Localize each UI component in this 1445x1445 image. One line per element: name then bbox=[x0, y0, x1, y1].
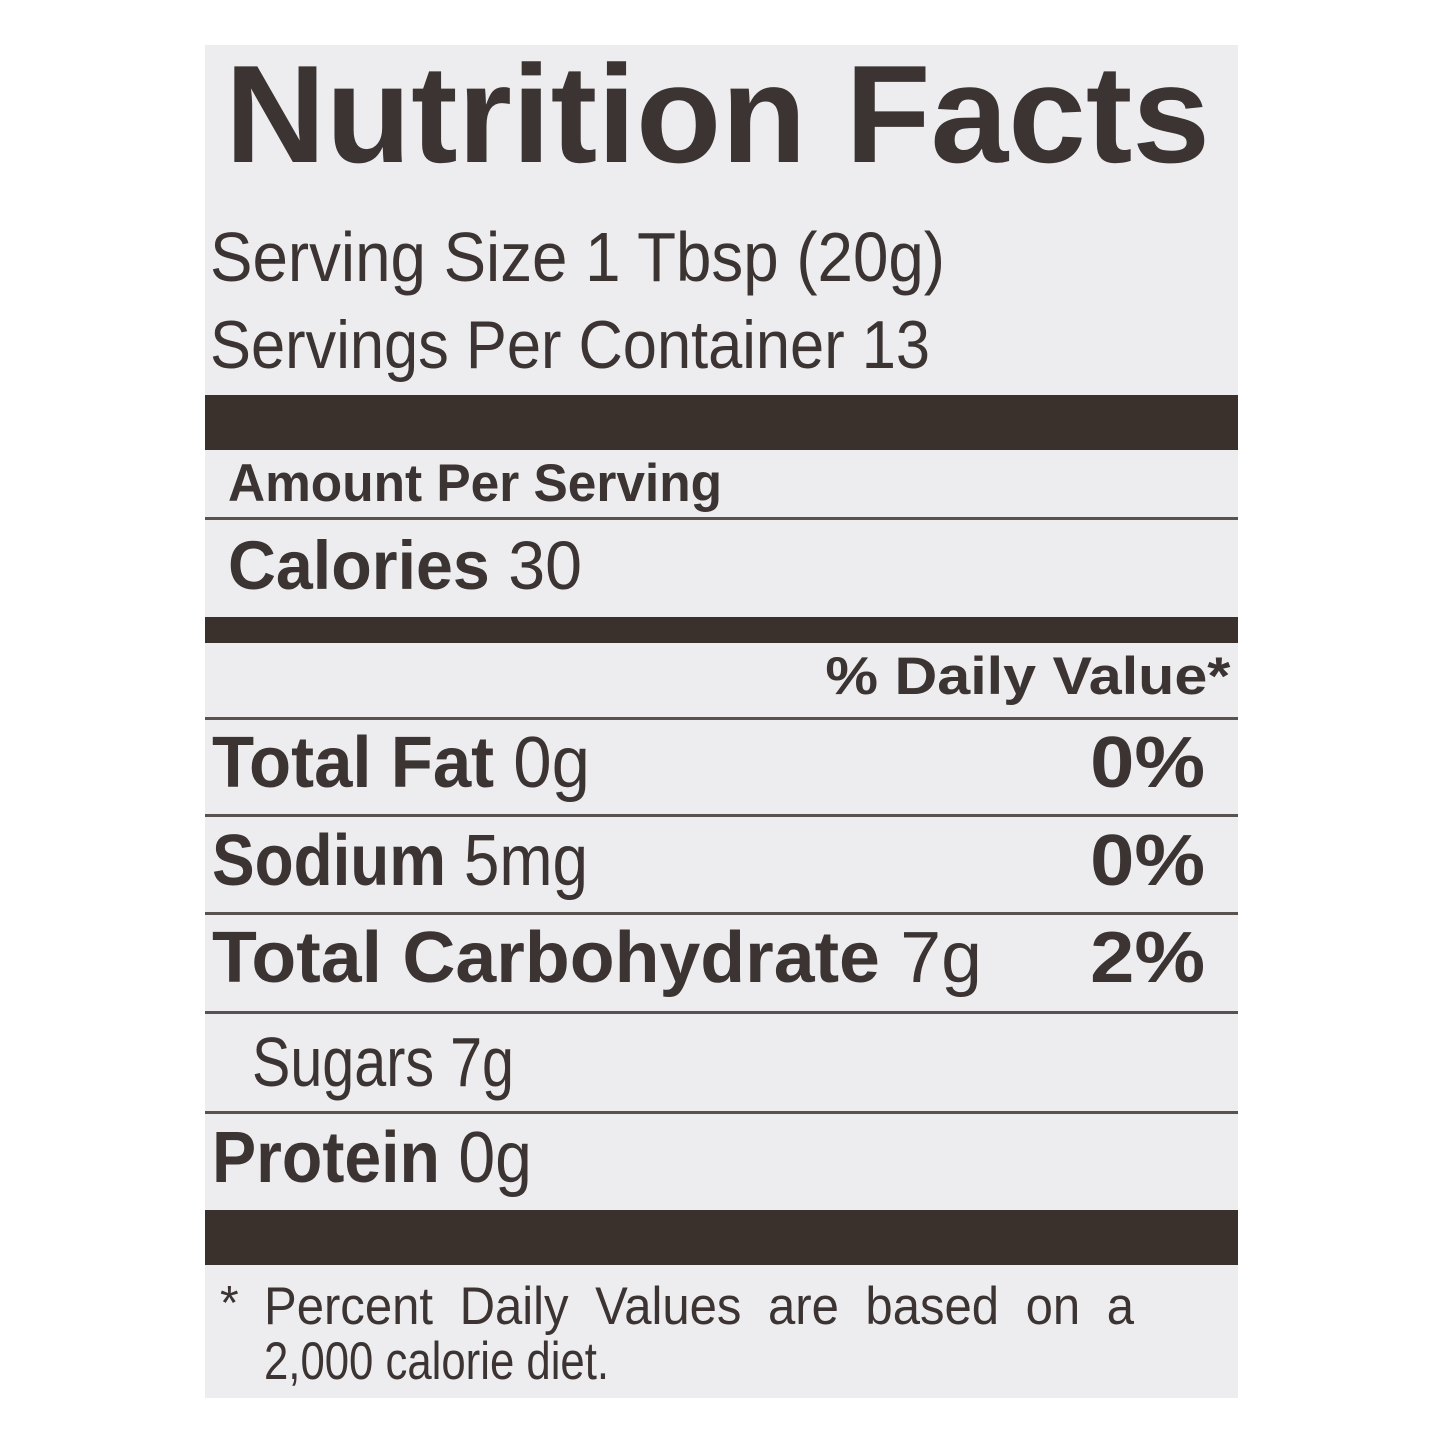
thick-divider bbox=[205, 1210, 1238, 1265]
serving-size-value: 1 Tbsp (20g) bbox=[585, 218, 945, 296]
nutrient-label: Sugars bbox=[252, 1023, 435, 1101]
nutrient-dv: 0% bbox=[1090, 723, 1205, 803]
serving-size-label: Serving Size bbox=[210, 218, 568, 296]
divider bbox=[205, 1111, 1238, 1114]
nutrient-label: Protein bbox=[212, 1118, 440, 1198]
nutrient-amount: 7g bbox=[900, 918, 982, 998]
nutrient-dv: 2% bbox=[1090, 918, 1205, 998]
footnote-line-1: Percent Daily Values are based on a bbox=[264, 1277, 1134, 1336]
daily-value-header: % Daily Value* bbox=[825, 647, 1230, 706]
calories-row: Calories 30 bbox=[228, 531, 582, 600]
footnote-line-2: 2,000 calorie diet. bbox=[264, 1332, 609, 1391]
calories-value: 30 bbox=[508, 527, 582, 604]
nutrient-row-total-carbohydrate: Total Carbohydrate 7g bbox=[212, 922, 982, 994]
medium-divider bbox=[205, 617, 1238, 643]
nutrient-row-sodium: Sodium 5mg bbox=[212, 825, 588, 897]
servings-per-container-value: 13 bbox=[861, 307, 930, 383]
nutrition-label bbox=[205, 45, 1238, 1398]
nutrient-amount: 5mg bbox=[463, 821, 588, 901]
nutrient-label: Sodium bbox=[212, 821, 447, 901]
serving-size: Serving Size 1 Tbsp (20g) bbox=[210, 222, 945, 292]
servings-per-container: Servings Per Container 13 bbox=[210, 311, 930, 379]
calories-label: Calories bbox=[228, 527, 490, 604]
thick-divider bbox=[205, 395, 1238, 450]
nutrient-dv: 0% bbox=[1090, 821, 1205, 901]
nutrient-amount: 0g bbox=[513, 723, 590, 803]
nutrient-amount: 0g bbox=[458, 1118, 532, 1198]
footnote-asterisk: * bbox=[220, 1277, 239, 1330]
nutrient-row-total-fat: Total Fat 0g bbox=[212, 727, 590, 799]
nutrient-row-protein: Protein 0g bbox=[212, 1122, 532, 1194]
nutrient-amount: 7g bbox=[450, 1023, 514, 1101]
divider bbox=[205, 1011, 1238, 1014]
nutrient-label: Total Fat bbox=[212, 723, 495, 803]
servings-per-container-label: Servings Per Container bbox=[210, 307, 845, 383]
divider bbox=[205, 517, 1238, 520]
divider bbox=[205, 717, 1238, 720]
nutrient-label: Total Carbohydrate bbox=[212, 918, 880, 998]
amount-per-serving: Amount Per Serving bbox=[228, 454, 722, 513]
divider bbox=[205, 912, 1238, 915]
divider bbox=[205, 814, 1238, 817]
nutrient-row-sugars: Sugars 7g bbox=[252, 1027, 514, 1097]
label-title: Nutrition Facts bbox=[225, 37, 1210, 192]
